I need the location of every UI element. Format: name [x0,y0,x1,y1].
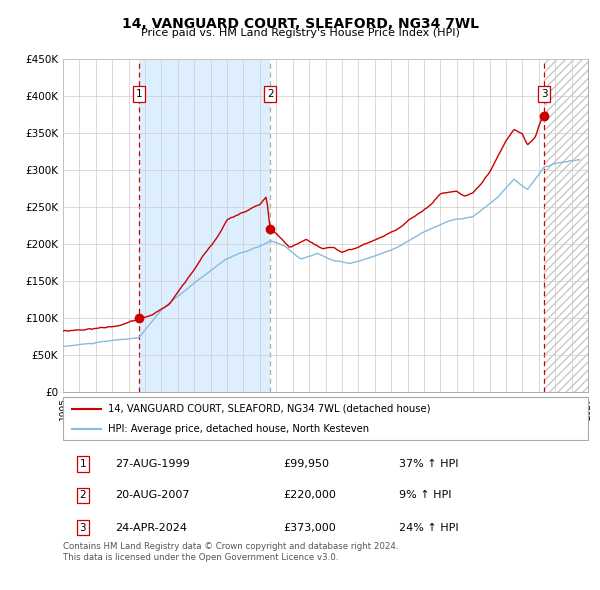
Text: Contains HM Land Registry data © Crown copyright and database right 2024.: Contains HM Land Registry data © Crown c… [63,542,398,550]
Text: HPI: Average price, detached house, North Kesteven: HPI: Average price, detached house, Nort… [107,424,369,434]
Text: 24% ↑ HPI: 24% ↑ HPI [399,523,458,533]
Text: £99,950: £99,950 [284,460,329,469]
Text: 2: 2 [267,89,274,99]
Text: This data is licensed under the Open Government Licence v3.0.: This data is licensed under the Open Gov… [63,553,338,562]
Text: 3: 3 [80,523,86,533]
Text: 27-AUG-1999: 27-AUG-1999 [115,460,190,469]
Text: 2: 2 [80,490,86,500]
Bar [544,59,600,392]
Text: 1: 1 [136,89,143,99]
Bar [544,59,600,392]
Text: 14, VANGUARD COURT, SLEAFORD, NG34 7WL (detached house): 14, VANGUARD COURT, SLEAFORD, NG34 7WL (… [107,404,430,414]
Bar [139,59,270,392]
Text: 1: 1 [80,460,86,469]
Text: 14, VANGUARD COURT, SLEAFORD, NG34 7WL: 14, VANGUARD COURT, SLEAFORD, NG34 7WL [121,17,479,31]
Text: £373,000: £373,000 [284,523,336,533]
Text: £220,000: £220,000 [284,490,337,500]
Text: 3: 3 [541,89,547,99]
Text: 24-APR-2024: 24-APR-2024 [115,523,187,533]
Text: 20-AUG-2007: 20-AUG-2007 [115,490,190,500]
Text: Price paid vs. HM Land Registry's House Price Index (HPI): Price paid vs. HM Land Registry's House … [140,28,460,38]
Text: 37% ↑ HPI: 37% ↑ HPI [399,460,458,469]
Text: 9% ↑ HPI: 9% ↑ HPI [399,490,452,500]
